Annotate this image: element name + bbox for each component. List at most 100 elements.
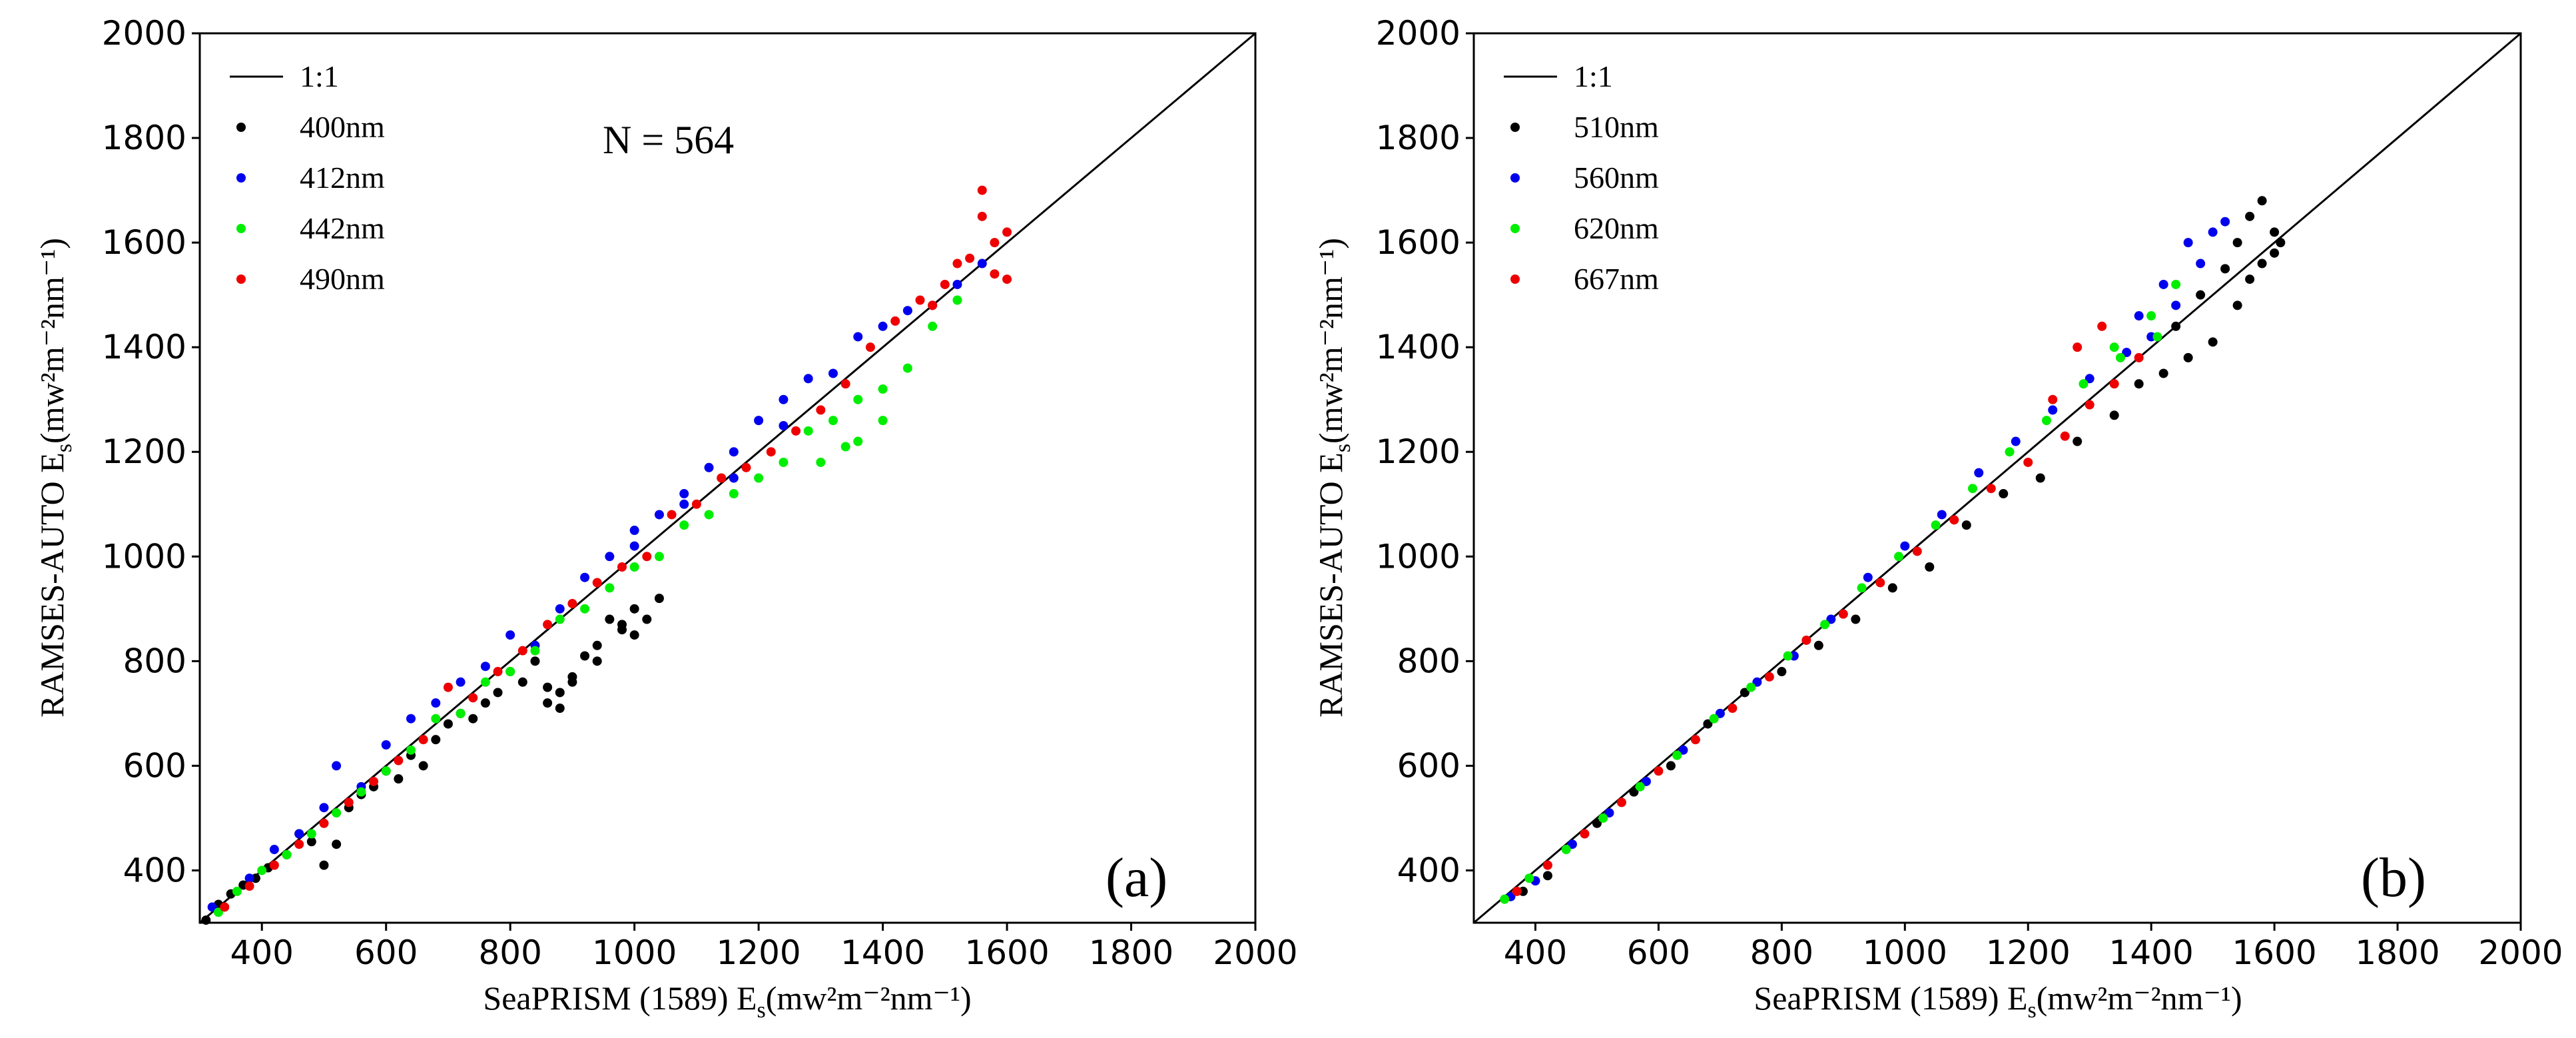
scatter-point-620nm	[1672, 750, 1682, 760]
scatter-point-667nm	[1690, 735, 1700, 745]
scatter-point-490nm	[717, 473, 727, 483]
x-axis-label-sub: s	[757, 998, 766, 1023]
annotation-n: N = 564	[603, 118, 734, 162]
scatter-point-442nm	[381, 766, 391, 776]
scatter-point-667nm	[2073, 342, 2083, 352]
scatter-point-510nm	[2035, 473, 2045, 483]
scatter-point-667nm	[1986, 484, 1996, 494]
scatter-point-412nm	[605, 552, 615, 562]
scatter-point-560nm	[2048, 405, 2058, 415]
y-axis-label-a: RAMSES-AUTO Es(mw²m⁻²nm⁻¹)	[33, 238, 77, 718]
scatter-point-510nm	[2208, 337, 2218, 347]
legend-label-412nm: 412nm	[300, 161, 385, 195]
axes-frame-b	[1472, 32, 2522, 924]
y-axis-label-sub: s	[52, 444, 77, 452]
scatter-point-412nm	[654, 510, 664, 520]
scatter-point-412nm	[555, 604, 565, 614]
y-tick-label: 400	[123, 851, 186, 889]
scatter-point-510nm	[2257, 259, 2267, 268]
scatter-point-667nm	[1580, 829, 1590, 839]
x-tick-label: 600	[1627, 933, 1690, 972]
scatter-point-400nm	[517, 677, 527, 687]
y-tick-label: 1800	[1376, 119, 1460, 157]
x-axis-label-sub: s	[2028, 998, 2037, 1023]
x-tick-label: 400	[1504, 933, 1567, 972]
y-tick-label: 2000	[1376, 14, 1460, 53]
scatter-point-442nm	[605, 583, 615, 593]
scatter-point-620nm	[2171, 279, 2181, 289]
scatter-point-490nm	[642, 552, 652, 562]
legend-label-1to1: 1:1	[300, 59, 339, 93]
scatter-point-412nm	[319, 803, 329, 813]
scatter-point-620nm	[2115, 352, 2125, 362]
chart-panel-b: 400 600 800 1000 1200 1400 1600 1800 2000 400 600 8…	[1312, 14, 2563, 1023]
scatter-point-560nm	[2220, 217, 2230, 227]
scatter-point-620nm	[1598, 813, 1608, 823]
scatter-point-490nm	[965, 253, 975, 263]
scatter-point-400nm	[332, 839, 342, 849]
scatter-point-510nm	[1666, 761, 1676, 771]
legend-marker-442nm	[236, 224, 246, 233]
legend-b: 1:1 510nm 560nm 620nm 667nm	[1504, 59, 1659, 296]
y-tick-label: 2000	[102, 14, 186, 53]
scatter-point-510nm	[1925, 562, 1935, 572]
scatter-point-442nm	[356, 787, 366, 797]
scatter-point-400nm	[555, 704, 565, 714]
legend-marker-510nm	[1510, 123, 1520, 132]
scatter-point-412nm	[431, 698, 441, 708]
scatter-point-412nm	[332, 761, 342, 771]
plot-area-b	[1473, 32, 2521, 924]
scatter-point-412nm	[207, 902, 217, 912]
scatter-point-442nm	[828, 416, 838, 426]
scatter-point-412nm	[629, 526, 639, 536]
y-tick-label: 800	[1397, 642, 1460, 680]
scatter-point-667nm	[2060, 431, 2070, 441]
y-tick-label: 1400	[1376, 328, 1460, 366]
x-tick-label: 1000	[1863, 933, 1947, 972]
scatter-point-412nm	[244, 873, 254, 883]
scatter-point-667nm	[1654, 766, 1664, 776]
y-tick-label: 1600	[1376, 223, 1460, 262]
scatter-point-667nm	[1912, 546, 1922, 556]
scatter-point-412nm	[779, 420, 789, 430]
scatter-point-510nm	[2245, 274, 2255, 284]
scatter-point-510nm	[2245, 211, 2255, 221]
scatter-point-412nm	[629, 541, 639, 551]
scatter-point-412nm	[853, 332, 863, 342]
scatter-point-412nm	[704, 462, 714, 472]
scatter-point-510nm	[2196, 290, 2206, 300]
scatter-point-490nm	[977, 185, 987, 195]
scatter-point-510nm	[1961, 520, 1971, 530]
x-tick-label: 1400	[840, 933, 925, 972]
scatter-point-412nm	[952, 279, 962, 289]
scatter-point-490nm	[990, 238, 1000, 248]
scatter-point-560nm	[1715, 708, 1725, 718]
scatter-point-400nm	[418, 761, 428, 771]
scatter-point-560nm	[1900, 541, 1910, 551]
x-tick-label: 2000	[2478, 933, 2563, 972]
scatter-point-400nm	[543, 698, 553, 708]
scatter-point-412nm	[269, 845, 279, 855]
chart-panel-a: 400 600 800 1000 1200 1400 1600 1800 2000 400 600 8…	[33, 14, 1298, 1023]
x-axis-label-unit: (mw²m⁻²nm⁻¹)	[2037, 979, 2242, 1017]
scatter-point-620nm	[2146, 311, 2156, 321]
legend-marker-400nm	[236, 123, 246, 132]
scatter-point-667nm	[1616, 797, 1626, 807]
scatter-point-490nm	[617, 562, 627, 572]
legend-label-400nm: 400nm	[300, 110, 385, 144]
scatter-point-442nm	[878, 384, 888, 394]
y-axis-label-sub: s	[1331, 444, 1355, 452]
y-tick-label: 1200	[102, 432, 186, 471]
y-axis-label-main: RAMSES-AUTO E	[33, 452, 71, 718]
legend-marker-490nm	[236, 274, 246, 284]
scatter-point-412nm	[902, 306, 912, 316]
scatter-point-560nm	[1826, 614, 1836, 624]
scatter-point-490nm	[220, 902, 230, 912]
scatter-point-490nm	[940, 279, 950, 289]
scatter-point-400nm	[306, 837, 316, 847]
scatter-point-400nm	[493, 688, 503, 698]
scatter-point-400nm	[543, 682, 553, 692]
scatter-point-400nm	[443, 719, 453, 729]
scatter-point-490nm	[517, 646, 527, 656]
